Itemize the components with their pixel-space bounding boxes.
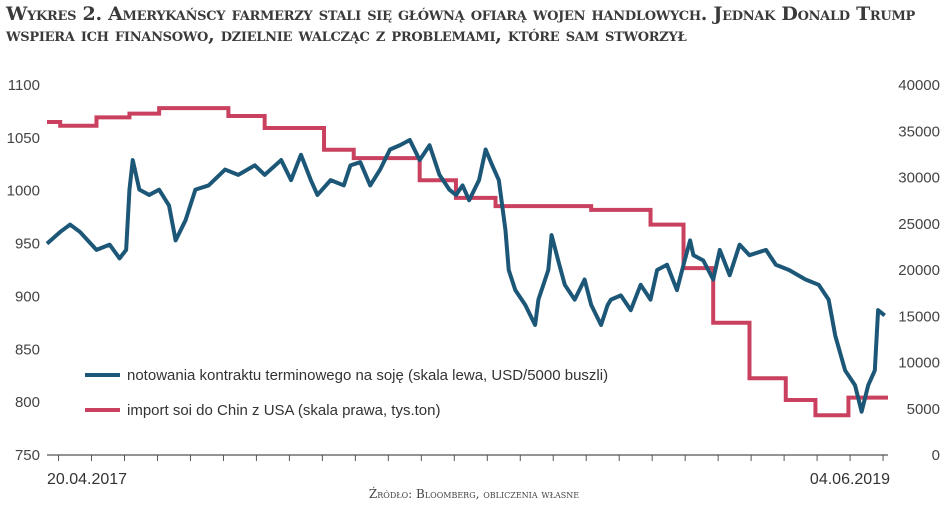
legend-label-soy-import: import soi do Chin z USA (skala prawa, t… (127, 402, 440, 419)
right-tick-label: 40000 (898, 77, 940, 94)
legend: notowania kontraktu terminowego na soję … (85, 367, 608, 419)
right-tick-label: 10000 (898, 355, 940, 372)
right-tick-label: 0 (932, 447, 940, 464)
left-tick-label: 1000 (7, 183, 40, 200)
left-tick-label: 950 (15, 236, 40, 253)
right-tick-label: 35000 (898, 123, 940, 140)
series-line-soy-import (47, 106, 888, 418)
right-tick-label: 5000 (907, 401, 940, 418)
x-axis-ticks (58, 455, 884, 461)
x-tick-label-start: 20.04.2017 (47, 471, 127, 488)
left-axis: 1100 1050 1000 950 900 850 800 750 (7, 77, 40, 464)
right-tick-label: 25000 (898, 216, 940, 233)
right-axis: 40000 35000 30000 25000 20000 15000 10000 5000 0 (898, 77, 940, 464)
left-tick-label: 1100 (8, 77, 40, 94)
left-tick-label: 750 (15, 447, 40, 464)
chart-title: Wykres 2. Amerykańscy farmerzy stali się… (6, 3, 916, 46)
source-note: Źródło: Bloomberg, obliczenia własne (368, 487, 580, 501)
left-tick-label: 900 (15, 288, 40, 305)
left-tick-label: 850 (15, 341, 40, 358)
right-tick-label: 30000 (898, 170, 940, 187)
series-line-soy-price (45, 137, 886, 414)
legend-label-soy-price: notowania kontraktu terminowego na soję … (127, 367, 608, 384)
left-tick-label: 1050 (7, 130, 40, 147)
right-tick-label: 20000 (898, 262, 940, 279)
left-tick-label: 800 (15, 394, 40, 411)
right-tick-label: 15000 (898, 308, 940, 325)
x-tick-label-end: 04.06.2019 (810, 471, 890, 488)
